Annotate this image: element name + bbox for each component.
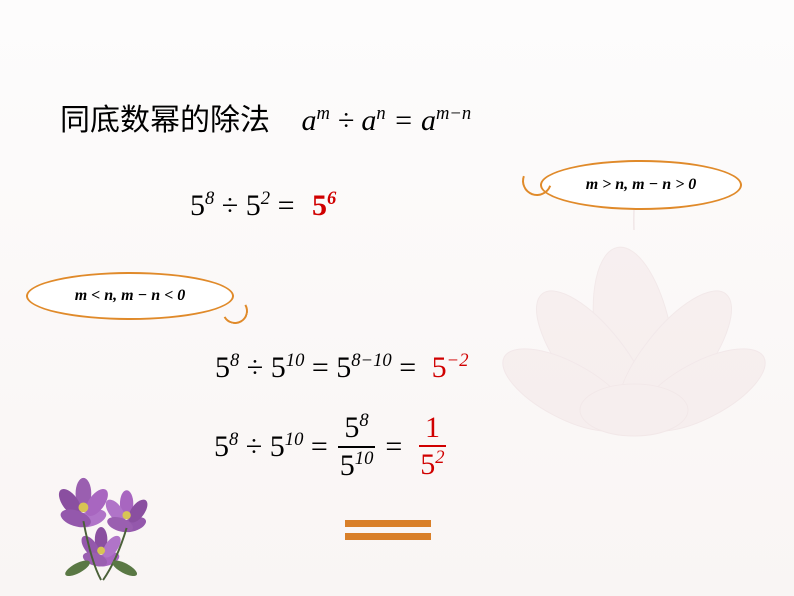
- title-text: 同底数幂的除法: [60, 104, 270, 137]
- example-2: 58 ÷ 510 = 58−10 = 5−2: [215, 350, 469, 385]
- example-3: 58 ÷ 510 = 58 510 = 1 52: [214, 410, 457, 483]
- fraction-middle: 58 510: [334, 410, 380, 483]
- condition-bubble-negative: m < n, m − n < 0: [26, 272, 234, 320]
- bubble2-text: m < n, m − n < 0: [75, 287, 186, 305]
- title-row: 同底数幂的除法 am ÷ an = am−n: [60, 95, 471, 139]
- purple-flowers-decoration: [42, 474, 170, 582]
- condition-bubble-positive: m > n, m − n > 0: [540, 160, 742, 210]
- example-3-result: 1 52: [414, 411, 450, 483]
- example-2-result: 5−2: [432, 351, 469, 384]
- example-1-result: 56: [312, 189, 336, 222]
- division-rule-formula: am ÷ an = am−n: [302, 104, 472, 137]
- equals-bars-icon: [345, 520, 431, 546]
- bubble1-text: m > n, m − n > 0: [586, 176, 697, 194]
- example-1: 58 ÷ 52 = 56: [190, 188, 336, 223]
